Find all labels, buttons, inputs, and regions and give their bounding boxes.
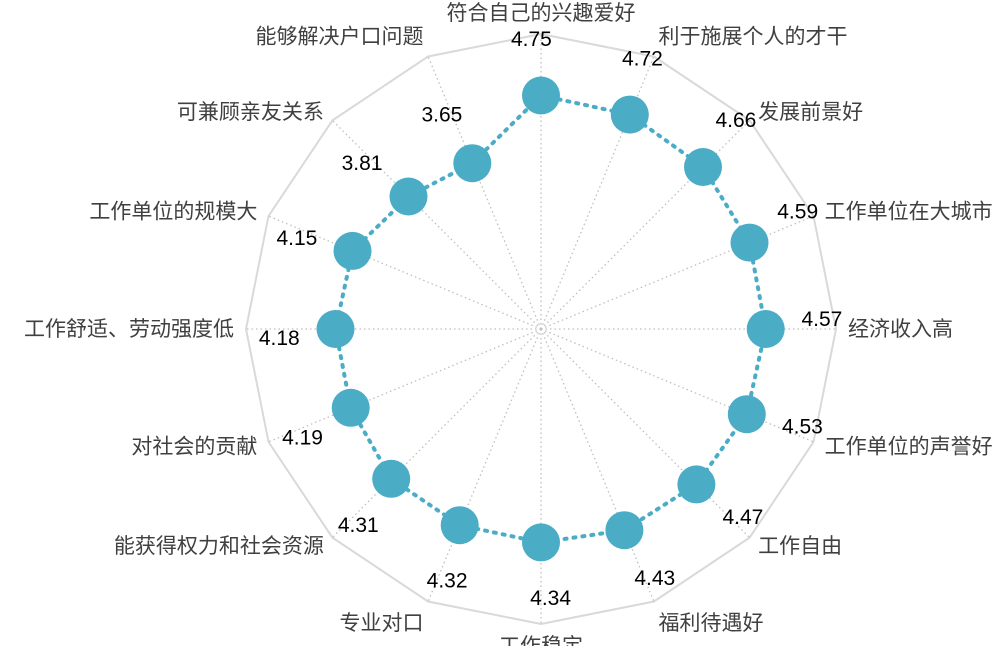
data-point: [730, 223, 769, 262]
value-label: 3.81: [342, 152, 383, 175]
data-point: [727, 395, 766, 434]
data-point: [610, 95, 649, 134]
spoke-line: [540, 119, 751, 330]
data-point: [453, 144, 492, 183]
category-label: 能够解决户口问题: [256, 24, 424, 48]
category-label: 工作单位的声誉好: [825, 435, 993, 459]
value-label: 4.34: [530, 587, 571, 610]
radar-grid: [244, 32, 838, 626]
data-point: [440, 506, 479, 545]
category-label: 工作自由: [758, 534, 842, 558]
data-point: [372, 459, 411, 498]
data-point: [605, 511, 644, 550]
data-point: [746, 310, 785, 348]
category-label: 专业对口: [340, 611, 424, 635]
value-label: 4.53: [782, 415, 823, 438]
data-point: [684, 148, 722, 186]
value-label: 3.65: [421, 104, 462, 127]
category-label: 工作单位的规模大: [89, 200, 257, 224]
value-label: 4.32: [427, 569, 468, 592]
spoke-line: [540, 328, 751, 539]
value-label: 4.75: [511, 28, 552, 51]
data-point: [522, 76, 560, 115]
category-label: 经济收入高: [848, 317, 953, 341]
data-point: [522, 523, 560, 562]
value-label: 4.72: [622, 48, 663, 71]
value-label: 4.57: [801, 308, 842, 331]
outer-ring: [244, 32, 838, 626]
category-label: 能获得权力和社会资源: [114, 534, 324, 558]
value-label: 4.15: [276, 227, 317, 250]
data-point: [389, 177, 428, 216]
category-label: 工作单位在大城市: [825, 200, 993, 224]
value-label: 4.43: [634, 567, 675, 590]
category-label: 福利待遇好: [659, 611, 764, 635]
value-label: 4.31: [338, 514, 379, 537]
category-label: 可兼顾亲友关系: [177, 100, 324, 124]
value-label: 4.18: [259, 327, 300, 350]
category-labels: 符合自己的兴趣爱好利于施展个人的才干发展前景好工作单位在大城市经济收入高工作单位…: [24, 1, 993, 646]
category-label: 发展前景好: [758, 100, 863, 124]
spoke-line: [540, 328, 655, 602]
category-label: 利于施展个人的才干: [659, 24, 848, 48]
category-label: 对社会的贡献: [131, 435, 257, 459]
value-label: 4.19: [282, 427, 323, 450]
data-point: [677, 465, 716, 504]
value-label: 4.59: [777, 201, 818, 224]
spoke-line: [268, 328, 542, 443]
data-point: [333, 231, 372, 270]
value-label: 4.66: [715, 109, 756, 132]
radar-series: 4.75 4.72 4.66 4.59 4.57 4.53 4.47 4.43 4.34 4.32…: [259, 28, 842, 610]
data-point: [331, 388, 370, 427]
data-point: [316, 310, 355, 348]
category-label: 符合自己的兴趣爱好: [447, 1, 636, 25]
category-label: 工作舒适、劳动强度低: [24, 317, 234, 341]
spoke-line: [427, 328, 542, 602]
category-label: 工作稳定: [499, 634, 583, 646]
value-label: 4.47: [722, 506, 763, 529]
